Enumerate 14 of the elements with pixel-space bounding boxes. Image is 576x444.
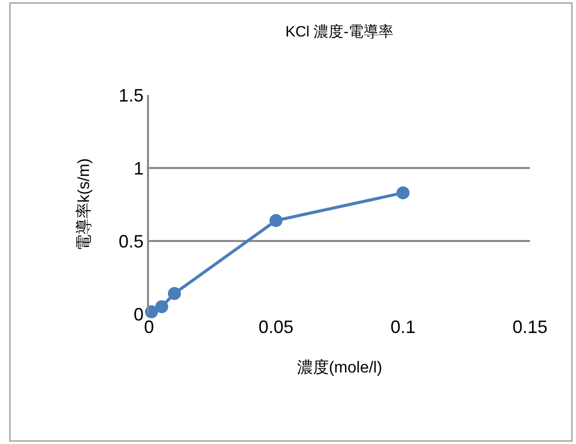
y-tick-label: 0.5 [118, 231, 144, 252]
x-tick-label: 0.1 [390, 317, 416, 337]
x-tick-label: 0.05 [258, 317, 294, 337]
x-tick-label: 0.15 [512, 317, 548, 337]
y-tick-label: 1.5 [118, 85, 144, 106]
point [396, 186, 410, 200]
y-tick-label: 1 [134, 158, 144, 178]
point [270, 214, 282, 228]
point [155, 300, 168, 314]
point [168, 287, 181, 300]
chart-title: KCl 濃度-電導率 [285, 23, 394, 40]
y-axis-title: 電導率k(s/m) [75, 158, 94, 251]
y-tick-label: 0 [134, 304, 144, 324]
x-axis-title: 濃度(mole/l) [296, 358, 382, 377]
